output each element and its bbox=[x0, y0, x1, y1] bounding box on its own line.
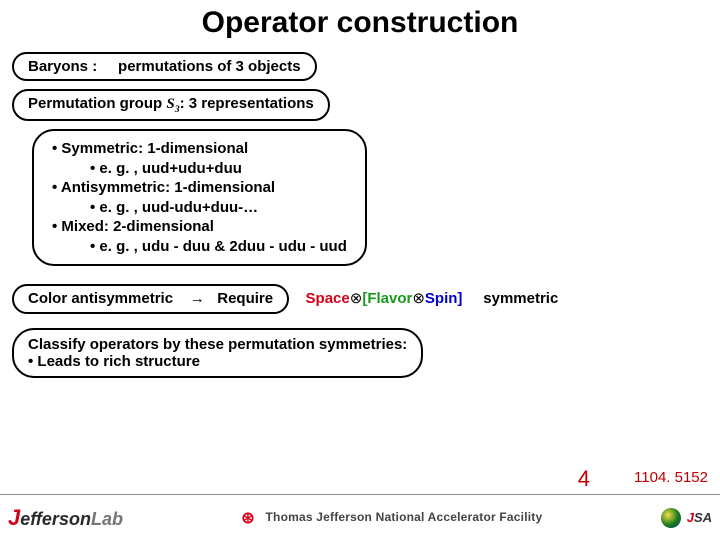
footer-center-text: ⊛ Thomas Jefferson National Accelerator … bbox=[123, 508, 661, 528]
perm-group-symbol: S bbox=[166, 96, 174, 112]
footer-bar: Jefferson Lab ⊛ Thomas Jefferson Nationa… bbox=[0, 494, 720, 540]
space-label: Space bbox=[306, 290, 350, 307]
atom-icon: ⊛ bbox=[241, 510, 255, 527]
rep-line-5: • Mixed: 2-dimensional bbox=[52, 217, 347, 237]
jsa-badge: JSA bbox=[687, 510, 712, 525]
rep-line-1: • Symmetric: 1-dimensional bbox=[52, 139, 347, 159]
arrow-icon: → bbox=[190, 291, 205, 307]
symmetric-label: symmetric bbox=[483, 290, 558, 307]
jsa-text: SA bbox=[694, 510, 712, 525]
rep-line-6: • e. g. , udu - duu & 2duu - udu - uud bbox=[90, 237, 347, 257]
classify-line-2: • Leads to rich structure bbox=[28, 353, 407, 370]
classify-capsule: Classify operators by these permutation … bbox=[12, 328, 423, 378]
baryons-label: Baryons : bbox=[28, 58, 97, 75]
page-number: 4 bbox=[578, 466, 590, 492]
otimes-icon-1: ⊗ bbox=[350, 291, 363, 307]
representations-capsule: • Symmetric: 1-dimensional • e. g. , uud… bbox=[32, 129, 367, 266]
jlab-efferson: efferson bbox=[20, 509, 91, 530]
rep-line-3: • Antisymmetric: 1-dimensional bbox=[52, 178, 347, 198]
classify-line-1: Classify operators by these permutation … bbox=[28, 336, 407, 353]
jlab-lab: Lab bbox=[91, 509, 123, 530]
require-capsule: Color antisymmetric → Require bbox=[12, 284, 289, 314]
baryons-text: permutations of 3 objects bbox=[118, 58, 301, 75]
otimes-icon-2: ⊗ bbox=[412, 291, 425, 307]
perm-suffix: : 3 representations bbox=[180, 95, 314, 112]
tensor-expression: Space⊗[Flavor⊗Spin] symmetric bbox=[306, 289, 559, 308]
rep-line-2: • e. g. , uud+udu+duu bbox=[90, 159, 347, 179]
slide-title: Operator construction bbox=[0, 0, 720, 44]
baryons-capsule: Baryons : permutations of 3 objects bbox=[12, 52, 317, 81]
color-antisym: Color antisymmetric bbox=[28, 290, 173, 307]
require-label: Require bbox=[217, 290, 273, 307]
doe-badge-icon bbox=[661, 508, 681, 528]
arxiv-number: 1104. 5152 bbox=[634, 469, 708, 486]
jlab-logo: Jefferson Lab bbox=[8, 505, 123, 531]
jlab-j: J bbox=[8, 505, 20, 531]
perm-prefix: Permutation group bbox=[28, 95, 166, 112]
flavor-label: [Flavor bbox=[362, 290, 412, 307]
facility-name: Thomas Jefferson National Accelerator Fa… bbox=[266, 510, 543, 524]
badge-group: JSA bbox=[661, 508, 712, 528]
spin-label: Spin] bbox=[425, 290, 463, 307]
require-row: Color antisymmetric → Require Space⊗[Fla… bbox=[12, 284, 720, 314]
rep-line-4: • e. g. , uud-udu+duu-… bbox=[90, 198, 347, 218]
permutation-group-capsule: Permutation group S3: 3 representations bbox=[12, 89, 330, 121]
